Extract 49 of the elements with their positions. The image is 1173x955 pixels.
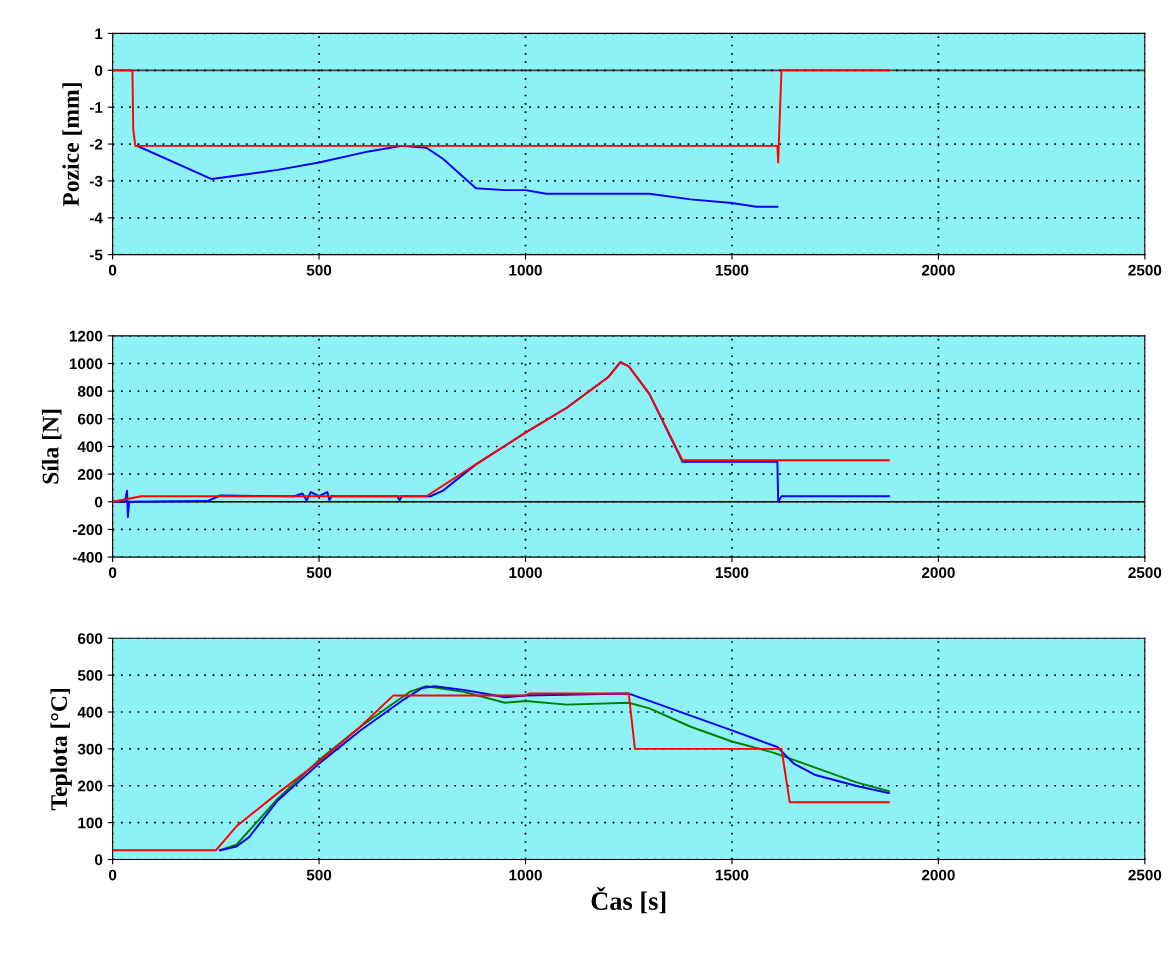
x-tick-label: 2000 [921, 869, 955, 881]
y-tick-label: 1000 [69, 358, 103, 370]
x-tick-label: 500 [306, 567, 332, 579]
y-tick-label: -5 [89, 249, 103, 261]
y-tick-label: -4 [89, 212, 103, 224]
y-tick-label: 400 [77, 706, 103, 718]
x-tick-label: 1500 [715, 869, 749, 881]
x-tick-label: 1000 [509, 567, 542, 579]
x-tick-label: 500 [306, 264, 332, 276]
x-tick-label: 1000 [509, 869, 542, 881]
y-tick-label: -1 [89, 102, 103, 113]
x-tick-label: 1500 [715, 264, 749, 276]
x-tick-label: 2500 [1128, 869, 1162, 881]
x-tick-label: 0 [108, 264, 117, 276]
line-series [112, 69, 890, 164]
line-series [112, 692, 890, 852]
y-tick-label: -2 [89, 138, 103, 150]
x-tick-label: 2500 [1128, 264, 1162, 276]
y-tick-label: 600 [77, 633, 103, 644]
x-tick-label: 1000 [509, 264, 542, 276]
y-tick-label: 400 [77, 441, 103, 453]
y-tick-label: 300 [77, 743, 103, 755]
y-tick-label: -200 [72, 524, 103, 536]
line-series [218, 685, 890, 852]
y-tick-label: 600 [77, 413, 103, 425]
x-axis-title: Čas [s] [591, 886, 666, 914]
y-tick-label: -3 [89, 175, 103, 187]
y-tick-label: 1200 [69, 330, 103, 342]
x-tick-label: 2500 [1128, 567, 1162, 579]
y-tick-label: 500 [77, 670, 103, 681]
y-axis-title: Teplota [°C] [50, 688, 72, 811]
y-tick-label: 0 [94, 65, 103, 76]
y-tick-label: 200 [77, 468, 103, 480]
y-tick-label: -400 [72, 551, 103, 563]
x-tick-label: 500 [306, 869, 332, 881]
line-series [136, 144, 779, 208]
y-axis-title: Síla [N] [41, 409, 62, 484]
y-tick-label: 0 [94, 854, 103, 866]
x-tick-label: 2000 [921, 264, 955, 276]
x-tick-label: 0 [108, 869, 117, 881]
y-tick-label: 800 [77, 386, 103, 397]
x-tick-label: 1500 [715, 567, 749, 579]
y-axis-title: Pozice [mm] [62, 83, 82, 207]
y-tick-label: 0 [94, 496, 103, 508]
x-tick-label: 2000 [921, 567, 955, 579]
y-tick-label: 1 [95, 28, 103, 39]
y-tick-label: 100 [78, 817, 103, 829]
y-tick-label: 200 [77, 780, 103, 792]
x-tick-label: 0 [108, 567, 117, 579]
